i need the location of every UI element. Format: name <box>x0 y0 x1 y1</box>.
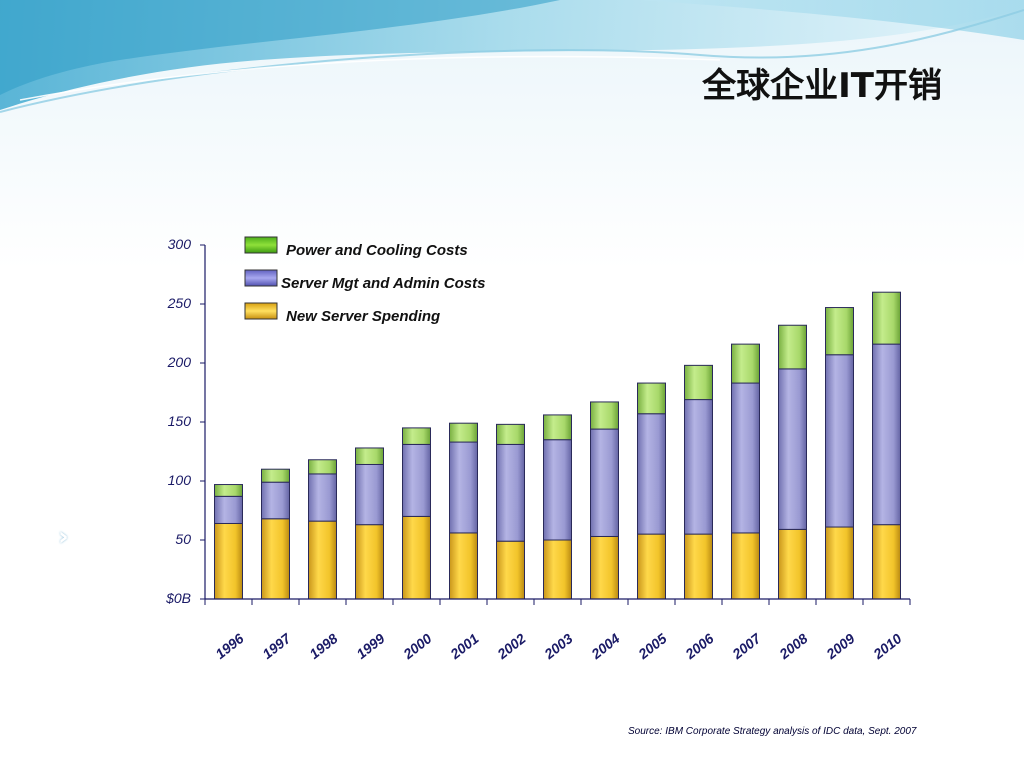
y-tick-label-50: 50 <box>175 531 191 547</box>
x-tick-label-2001: 2001 <box>446 630 481 663</box>
bar-server-admin-2005 <box>637 413 666 535</box>
bar-power-cooling-2003 <box>543 414 572 441</box>
legend-server-admin-label: Server Mgt and Admin Costs <box>281 275 485 292</box>
legend-server-admin-swatch <box>244 269 278 287</box>
bar-server-admin-2004 <box>590 428 619 537</box>
slide-title: 全球企业IT开销 <box>702 66 942 106</box>
y-tick-label-0: $0B <box>165 590 191 606</box>
bar-power-cooling-1997 <box>261 468 290 483</box>
bar-server-admin-2006 <box>684 399 713 535</box>
x-tick-label-1998: 1998 <box>306 630 341 662</box>
bar-power-cooling-2004 <box>590 401 619 430</box>
bar-server-admin-2002 <box>496 443 525 542</box>
bar-power-cooling-2002 <box>496 423 525 445</box>
header-swoosh-line <box>0 9 1024 113</box>
x-tick-label-2004: 2004 <box>587 630 622 663</box>
bar-server-admin-1999 <box>355 463 384 526</box>
x-tick-label-2010: 2010 <box>869 630 904 663</box>
x-tick-label-2005: 2005 <box>634 630 669 663</box>
x-tick-label-2009: 2009 <box>822 630 857 663</box>
bar-new-server-1997 <box>261 518 290 600</box>
slide-side-marker: › <box>58 522 69 552</box>
bar-power-cooling-2006 <box>684 364 713 401</box>
bar-server-admin-1997 <box>261 481 290 520</box>
bar-new-server-2003 <box>543 539 572 600</box>
bar-server-admin-1996 <box>214 495 243 524</box>
x-tick-label-1997: 1997 <box>259 629 294 662</box>
bar-new-server-2001 <box>449 532 478 600</box>
legend-power-cooling-swatch <box>244 236 278 254</box>
bar-new-server-2006 <box>684 533 713 600</box>
bar-power-cooling-2009 <box>825 307 854 356</box>
legend-new-server-swatch <box>244 302 278 320</box>
bar-new-server-2004 <box>590 535 619 600</box>
bar-new-server-2002 <box>496 540 525 600</box>
bar-new-server-2000 <box>402 515 431 600</box>
bar-new-server-1999 <box>355 524 384 600</box>
bar-new-server-1998 <box>308 520 337 600</box>
bar-server-admin-2001 <box>449 441 478 534</box>
bar-new-server-2008 <box>778 528 807 600</box>
bar-new-server-2009 <box>825 526 854 600</box>
bar-power-cooling-2001 <box>449 422 478 443</box>
source-note: Source: IBM Corporate Strategy analysis … <box>628 726 917 737</box>
header-wave-right <box>640 0 1024 40</box>
bar-server-admin-2008 <box>778 368 807 530</box>
bar-new-server-1996 <box>214 522 243 600</box>
bar-server-admin-2009 <box>825 354 854 528</box>
bar-power-cooling-1996 <box>214 484 243 497</box>
bar-server-admin-1998 <box>308 473 337 522</box>
bar-power-cooling-2000 <box>402 427 431 445</box>
bar-power-cooling-2007 <box>731 343 760 384</box>
header-swoosh-line-2 <box>19 55 721 101</box>
bar-power-cooling-2008 <box>778 324 807 370</box>
y-tick-label-200: 200 <box>167 354 192 370</box>
x-tick-label-2000: 2000 <box>399 630 434 663</box>
x-tick-label-1999: 1999 <box>353 630 388 662</box>
bar-new-server-2005 <box>637 533 666 600</box>
x-tick-label-2002: 2002 <box>493 630 528 663</box>
legend-new-server-label: New Server Spending <box>286 308 440 325</box>
x-tick-label-1996: 1996 <box>212 630 247 662</box>
bar-new-server-2010 <box>872 524 901 600</box>
bar-server-admin-2003 <box>543 439 572 541</box>
bar-server-admin-2000 <box>402 443 431 517</box>
legend-power-cooling-label: Power and Cooling Costs <box>286 242 468 259</box>
y-tick-label-300: 300 <box>168 236 192 252</box>
x-tick-label-2006: 2006 <box>681 630 716 663</box>
y-tick-label-250: 250 <box>167 295 192 311</box>
y-tick-label-100: 100 <box>168 472 192 488</box>
bar-server-admin-2010 <box>872 343 901 526</box>
bar-server-admin-2007 <box>731 382 760 534</box>
y-tick-label-150: 150 <box>168 413 192 429</box>
x-tick-label-2007: 2007 <box>728 629 764 662</box>
bar-new-server-2007 <box>731 532 760 600</box>
bar-power-cooling-2010 <box>872 291 901 345</box>
bar-power-cooling-1999 <box>355 447 384 465</box>
header-wave-highlight <box>0 0 560 95</box>
x-tick-label-2008: 2008 <box>775 630 810 663</box>
bar-power-cooling-2005 <box>637 382 666 415</box>
x-tick-label-2003: 2003 <box>540 630 575 663</box>
bar-power-cooling-1998 <box>308 459 337 475</box>
